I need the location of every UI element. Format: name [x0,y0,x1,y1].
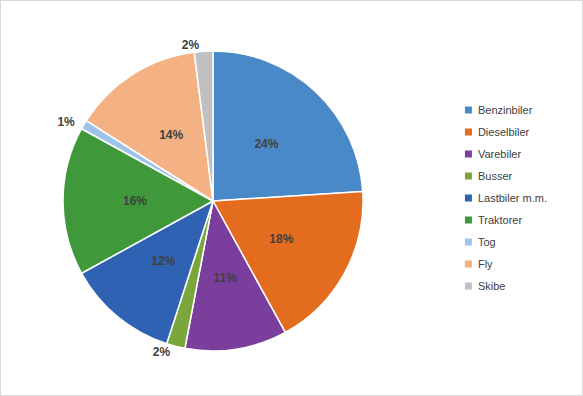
svg-text:Lastbiler m.m.: Lastbiler m.m. [478,192,547,204]
svg-text:Traktorer: Traktorer [478,214,523,226]
svg-text:11%: 11% [214,271,238,285]
svg-text:Tog: Tog [478,236,496,248]
svg-text:24%: 24% [254,137,278,151]
svg-text:Benzinbiler: Benzinbiler [478,104,533,116]
svg-text:1%: 1% [57,115,75,129]
svg-text:18%: 18% [269,232,293,246]
svg-text:16%: 16% [123,194,147,208]
svg-text:Busser: Busser [478,170,513,182]
svg-text:12%: 12% [151,254,175,268]
svg-text:Fly: Fly [478,258,493,270]
svg-text:Varebiler: Varebiler [478,148,522,160]
svg-text:2%: 2% [182,38,200,52]
svg-text:Skibe: Skibe [478,280,506,292]
svg-text:Dieselbiler: Dieselbiler [478,126,530,138]
svg-text:14%: 14% [159,128,183,142]
svg-text:2%: 2% [153,345,171,359]
